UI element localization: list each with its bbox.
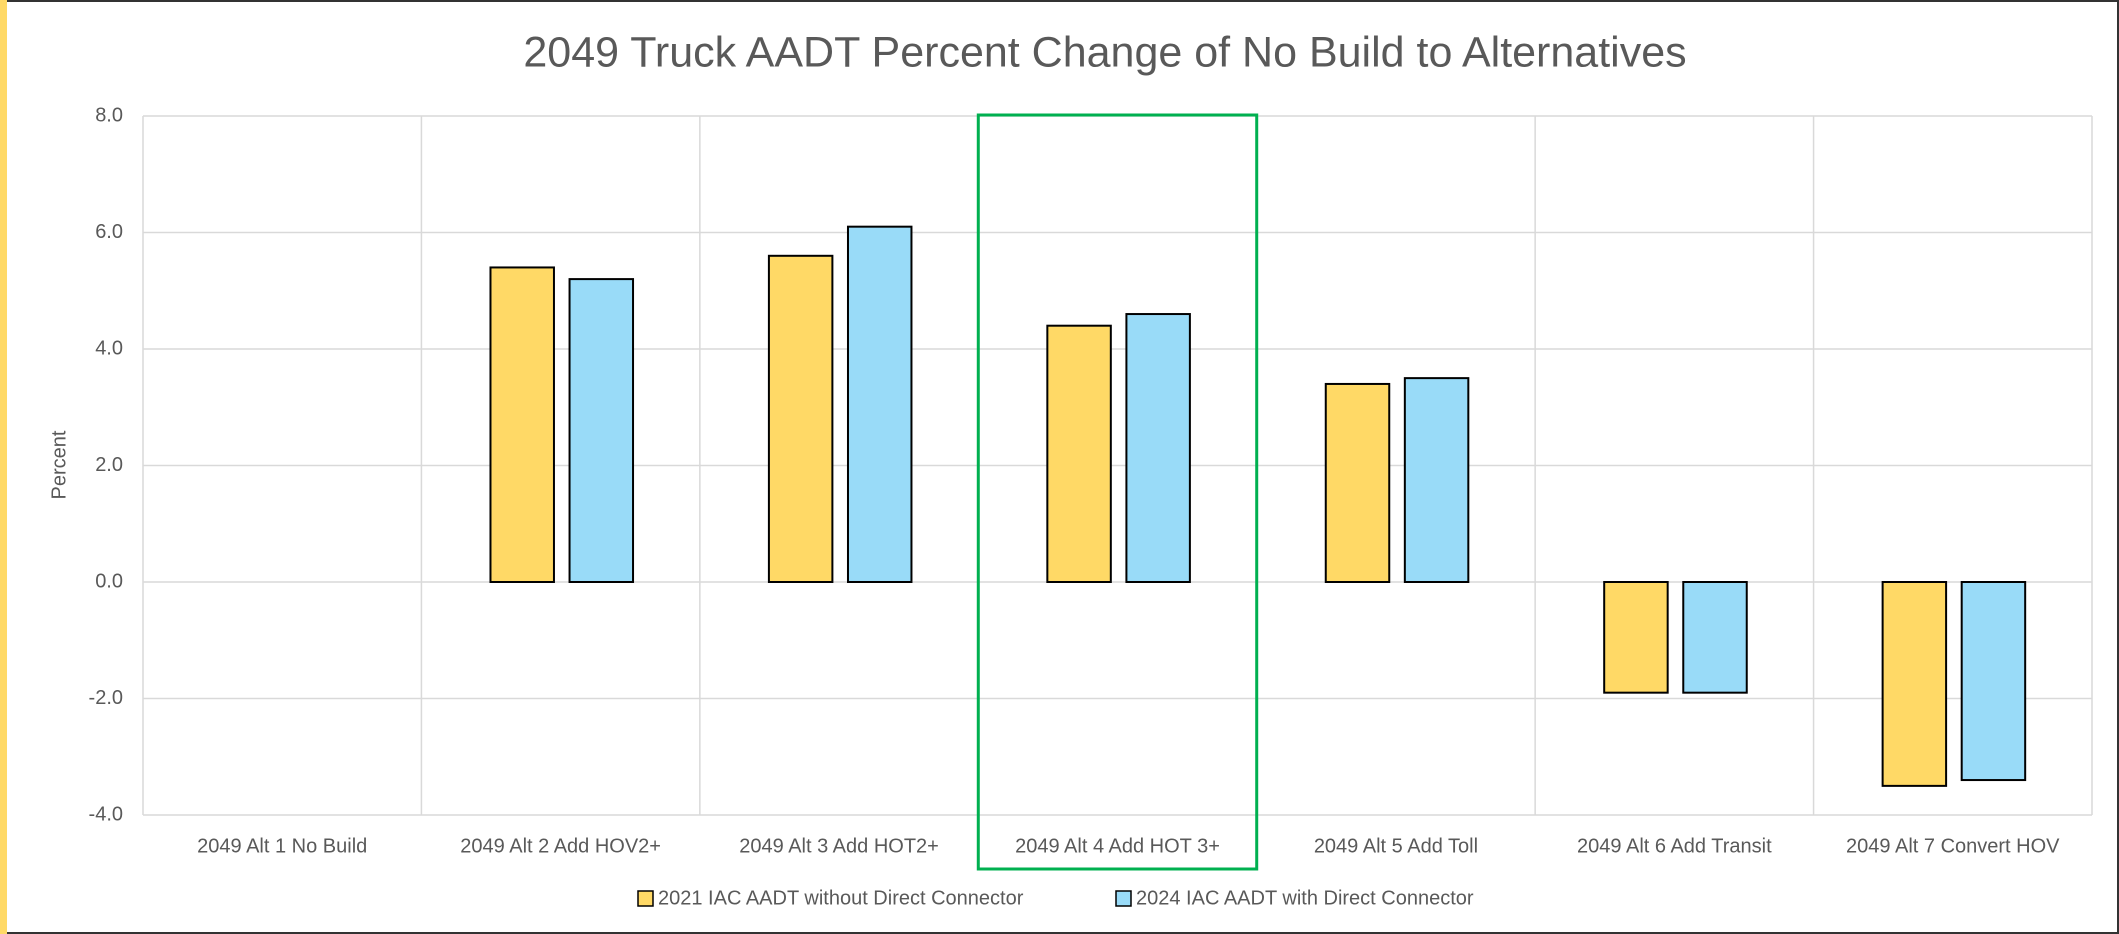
- y-tick-label: -2.0: [89, 687, 123, 709]
- x-tick-label: 2049 Alt 3 Add HOT2+: [739, 835, 939, 857]
- x-tick-label: 2049 Alt 1 No Build: [197, 835, 367, 857]
- legend-label: 2024 IAC AADT with Direct Connector: [1136, 887, 1474, 909]
- x-tick-label: 2049 Alt 7 Convert HOV: [1846, 835, 2060, 857]
- bar: [1682, 581, 1748, 694]
- x-tick-label: 2049 Alt 4 Add HOT 3+: [1015, 835, 1220, 857]
- bar: [1125, 313, 1191, 583]
- y-tick-label: 8.0: [95, 104, 123, 126]
- x-tick-label: 2049 Alt 5 Add Toll: [1314, 835, 1478, 857]
- bar: [767, 254, 834, 584]
- bar: [489, 266, 555, 583]
- x-tick-label: 2049 Alt 6 Add Transit: [1577, 835, 1772, 857]
- bar: [1324, 382, 1391, 584]
- legend-swatch: [637, 890, 654, 907]
- y-tick-label: 0.0: [95, 570, 123, 592]
- bar: [1881, 581, 1948, 787]
- y-tick-label: 4.0: [95, 337, 123, 359]
- x-tick-label: 2049 Alt 2 Add HOV2+: [460, 835, 661, 857]
- bar: [1403, 377, 1470, 583]
- bar: [568, 278, 635, 583]
- bar: [1603, 581, 1669, 694]
- y-tick-label: -4.0: [89, 803, 123, 825]
- y-axis-label: Percent: [48, 430, 70, 499]
- bar: [1046, 324, 1112, 583]
- left-edge: [0, 0, 7, 934]
- bar: [1960, 581, 2027, 782]
- y-tick-label: 6.0: [95, 221, 123, 243]
- chart-title: 2049 Truck AADT Percent Change of No Bui…: [523, 28, 1686, 76]
- y-tick-label: 2.0: [95, 454, 123, 476]
- bar: [846, 225, 913, 584]
- highlight-box: [976, 113, 1259, 871]
- legend-swatch: [1115, 890, 1132, 907]
- legend-label: 2021 IAC AADT without Direct Connector: [658, 887, 1024, 909]
